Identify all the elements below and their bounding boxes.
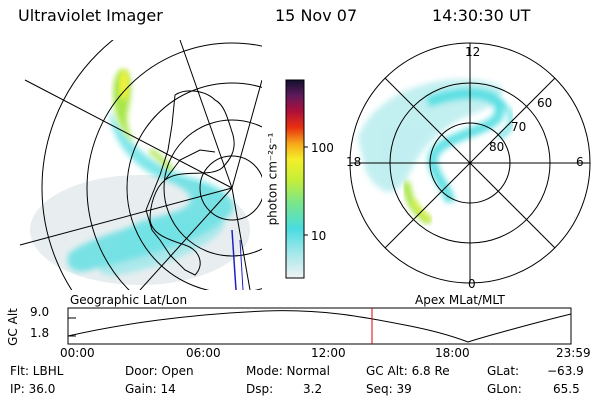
glat-label: GLat: [487,364,520,378]
colorbar-unit-label: photon cm⁻²s⁻¹ [265,132,280,226]
timeline-ytick-bottom: 1.8 [30,326,50,340]
door-info: Door: Open [125,364,194,378]
polar-plot [349,42,591,284]
glat-value: −63.9 [547,364,584,378]
time-label: 14:30:30 UT [432,6,531,25]
date-label: 15 Nov 07 [275,6,358,25]
colorbar-tick-100: 100 [311,141,334,155]
timeline-xtick-0000: 00:00 [60,346,95,360]
timeline-xtick-0600: 06:00 [186,346,221,360]
polar-grid [349,42,591,284]
mode-info: Mode: Normal [246,364,330,378]
mlt-label-12: 12 [465,45,481,59]
gc-alt-info: GC Alt: 6.8 Re [366,364,450,378]
dsp-label: Dsp: [246,382,274,396]
colorbar-tick-10: 10 [311,229,327,243]
arc-tail [148,148,174,172]
terminator-line [231,229,237,290]
mlt-label-18: 18 [346,155,362,169]
mlat-label-60: 60 [537,96,553,110]
left-panel-label: Geographic Lat/Lon [70,293,188,307]
bright-arc [113,69,135,142]
geographic-map [19,40,262,290]
terminator-line-2 [239,239,244,290]
mlt-label-0: 0 [468,277,476,291]
bright-core [119,70,129,100]
timeline-xtick-1800: 18:00 [435,346,470,360]
ip-info: IP: 36.0 [10,382,56,396]
seq-info: Seq: 39 [366,382,412,396]
timeline-plot [67,307,572,345]
filter-info: Flt: LBHL [10,364,64,378]
gain-info: Gain: 14 [125,382,176,396]
polar-diffuse [358,79,503,192]
dsp-value: 3.2 [303,382,323,396]
polar-aurora-arc [426,88,505,204]
mlat-label-80: 80 [489,140,505,154]
mlat-label-70: 70 [511,120,527,134]
polar-bright-arc [402,181,433,226]
timeline-ytick-top: 9.0 [30,305,50,319]
altitude-curve [67,310,572,343]
glon-label: GLon: [487,382,522,396]
glon-value: 65.5 [553,382,580,396]
colorbar [285,79,308,279]
coastline-detail [164,149,216,181]
mlt-label-6: 6 [576,155,584,169]
timeline-ylabel: GC Alt [5,308,20,346]
lat-lon-grid [19,40,262,290]
timeline-xtick-1200: 12:00 [311,346,346,360]
timeline-xtick-2359: 23:59 [556,346,591,360]
right-panel-label: Apex MLat/MLT [415,293,505,307]
instrument-title: Ultraviolet Imager [18,6,163,25]
